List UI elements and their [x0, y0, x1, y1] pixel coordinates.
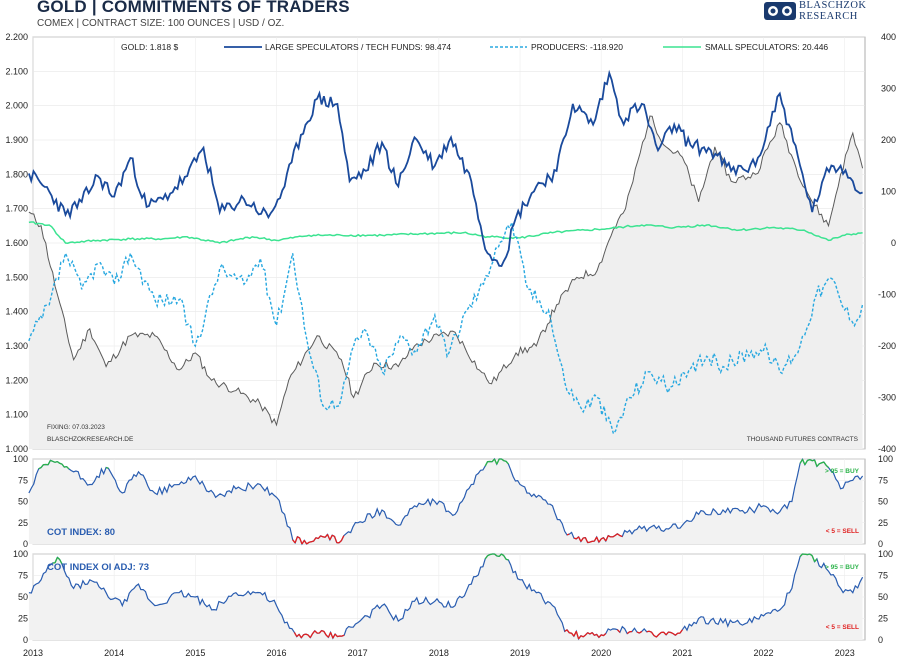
x-axis-ticks: 2013 2014 2015 2016 2017 2018 2019 2020 2021 2022…	[23, 648, 855, 658]
legend-large-spec: LARGE SPECULATORS / TECH FUNDS: 98.474	[265, 42, 451, 52]
right-tick-label: 25	[878, 614, 888, 624]
gold-area	[28, 116, 863, 449]
left-tick-label: 50	[18, 497, 28, 507]
cot-oi-series-line	[28, 553, 864, 641]
x-tick-label: 2020	[591, 648, 611, 658]
x-tick-label: 2015	[185, 648, 205, 658]
brand-logo: BLASCHZOK RESEARCH	[763, 0, 893, 22]
units-note: THOUSAND FUTURES CONTRACTS	[747, 436, 859, 443]
cot-index-series-line	[28, 457, 864, 546]
right-tick-label: 100	[881, 187, 896, 197]
x-tick-label: 2017	[348, 648, 368, 658]
cot-oi-area	[28, 554, 863, 640]
gold-series-line	[28, 115, 864, 427]
left-tick-label: 1.600	[5, 238, 28, 248]
legend-producers: PRODUCERS: -118.920	[531, 42, 623, 52]
right-tick-label: 0	[878, 539, 883, 549]
cot-index-buy-segments	[38, 458, 829, 470]
left-tick-label: 0	[23, 539, 28, 549]
right-tick-label: 0	[878, 635, 883, 645]
page-title: GOLD | COMMITMENTS OF TRADERS	[37, 0, 350, 16]
right-tick-label: 100	[878, 549, 893, 559]
right-tick-label: 75	[878, 571, 888, 581]
cot-oi-sell-label: < 5 = SELL	[826, 624, 859, 631]
logo-line1: BLASCHZOK	[799, 0, 867, 11]
cot-index-sell-label: < 5 = SELL	[826, 528, 859, 535]
left-tick-label: 1.400	[5, 307, 28, 317]
fixing-note: FIXING: 07.03.2023	[47, 424, 105, 431]
x-tick-label: 2018	[429, 648, 449, 658]
x-tick-label: 2014	[104, 648, 124, 658]
cot-index-area	[28, 459, 863, 544]
right-tick-label: 75	[878, 475, 888, 485]
small-speculators-series-line	[28, 221, 863, 244]
right-tick-label: -200	[878, 341, 896, 351]
x-tick-label: 2022	[754, 648, 774, 658]
left-tick-label: 0	[23, 635, 28, 645]
x-tick-label: 2013	[23, 648, 43, 658]
right-tick-label: 300	[881, 84, 896, 94]
left-tick-label: 1.100	[5, 410, 28, 420]
x-tick-label: 2023	[835, 648, 855, 658]
left-tick-label: 2.200	[5, 32, 28, 42]
logo-line2: RESEARCH	[799, 11, 858, 22]
right-tick-label: -100	[878, 290, 896, 300]
cot-oi-label: COT INDEX OI ADJ: 73	[47, 562, 149, 573]
source-note: BLASCHZOKRESEARCH.DE	[47, 436, 134, 443]
large-speculators-series-line	[28, 69, 863, 267]
right-tick-label: 50	[878, 497, 888, 507]
left-tick-label: 1.300	[5, 341, 28, 351]
x-tick-label: 2019	[510, 648, 530, 658]
x-tick-label: 2021	[672, 648, 692, 658]
left-tick-label: 2.000	[5, 101, 28, 111]
left-tick-label: 100	[13, 549, 28, 559]
legend: GOLD: 1.818 $ LARGE SPECULATORS / TECH F…	[121, 42, 828, 52]
left-tick-label: 1.900	[5, 135, 28, 145]
right-tick-label: -400	[878, 444, 896, 454]
legend-small-spec: SMALL SPECULATORS: 20.446	[705, 42, 828, 52]
x-tick-label: 2016	[266, 648, 286, 658]
cot-index-axis-ticks: 100 100 75 75 50 50 25 25 0 0	[13, 454, 893, 549]
chart-subtitle: COMEX | CONTRACT SIZE: 100 OUNCES | USD …	[37, 18, 285, 29]
producers-series-line	[28, 219, 864, 436]
left-tick-label: 75	[18, 571, 28, 581]
left-tick-label: 25	[18, 518, 28, 528]
right-axis-ticks: 400 300 200 100 0 -100 -200 -300 -400	[878, 32, 896, 454]
logo-mark-icon	[764, 2, 796, 20]
right-tick-label: 50	[878, 592, 888, 602]
left-tick-label: 2.100	[5, 66, 28, 76]
left-tick-label: 25	[18, 614, 28, 624]
left-tick-label: 75	[18, 475, 28, 485]
right-tick-label: 400	[881, 32, 896, 42]
cot-oi-sell-segments	[293, 629, 683, 640]
right-tick-label: 0	[891, 238, 896, 248]
left-tick-label: 100	[13, 454, 28, 464]
cot-oi-buy-label: > 95 = BUY	[825, 564, 860, 571]
cot-index-label: COT INDEX: 80	[47, 527, 115, 538]
cot-index-buy-label: > 95 = BUY	[825, 468, 860, 475]
left-tick-label: 1.800	[5, 169, 28, 179]
left-tick-label: 1.700	[5, 204, 28, 214]
left-tick-label: 1.500	[5, 272, 28, 282]
cot-index-sell-segments	[292, 533, 623, 545]
right-tick-label: -300	[878, 393, 896, 403]
left-tick-label: 50	[18, 592, 28, 602]
cot-oi-axis-ticks: 100 100 75 75 50 50 25 25 0 0	[13, 549, 893, 645]
left-tick-label: 1.200	[5, 375, 28, 385]
right-tick-label: 100	[878, 454, 893, 464]
cot-oi-buy-segments	[52, 553, 818, 565]
legend-gold: GOLD: 1.818 $	[121, 42, 178, 52]
left-axis-ticks: 2.200 2.100 2.000 1.900 1.800 1.700 1.600 1.500…	[5, 32, 28, 454]
right-tick-label: 25	[878, 518, 888, 528]
right-tick-label: 200	[881, 135, 896, 145]
left-tick-label: 1.000	[5, 444, 28, 454]
